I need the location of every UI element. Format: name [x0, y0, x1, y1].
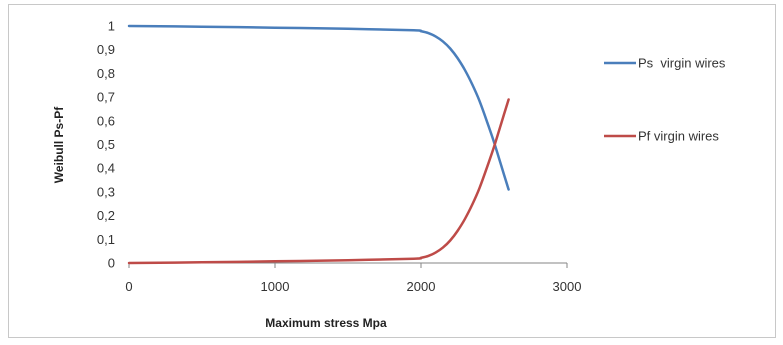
series-line-ps-virgin-wires [127, 24, 510, 191]
x-tick-label: 0 [125, 279, 132, 294]
legend-label: Ps virgin wires [638, 56, 726, 71]
y-tick-label: 0,3 [97, 184, 115, 199]
x-axis-title: Maximum stress Mpa [265, 316, 387, 330]
y-tick-label: 0,7 [97, 90, 115, 105]
y-axis-title: Weibull Ps-Pf [52, 106, 66, 183]
y-tick-label: 0,6 [97, 113, 115, 128]
y-tick-label: 0,2 [97, 208, 115, 223]
weibull-chart: 0 0,1 0,2 0,3 0,4 0,5 0,6 0,7 0,8 0,9 1 0 1000 2000 30… [52, 19, 726, 331]
chart-frame: 0 0,1 0,2 0,3 0,4 0,5 0,6 0,7 0,8 0,9 1 0 1000 2000 30… [8, 4, 776, 338]
y-tick-label: 0 [108, 256, 115, 271]
y-tick-label: 0,4 [97, 161, 115, 176]
legend-label: Pf virgin wires [638, 129, 719, 144]
x-tick-label: 3000 [553, 279, 582, 294]
x-tick-label: 2000 [407, 279, 436, 294]
y-tick-label: 0,1 [97, 232, 115, 247]
y-tick-label: 0,9 [97, 42, 115, 57]
series-lines [127, 24, 510, 265]
ticks: 0 0,1 0,2 0,3 0,4 0,5 0,6 0,7 0,8 0,9 1 0 1000 2000 30… [97, 19, 582, 295]
legend: Ps virgin wires Pf virgin wires [604, 56, 726, 144]
y-tick-label: 0,5 [97, 137, 115, 152]
y-tick-label: 1 [108, 19, 115, 34]
y-tick-label: 0,8 [97, 66, 115, 81]
x-tick-label: 1000 [261, 279, 290, 294]
series-line-pf-virgin-wires [127, 98, 510, 265]
